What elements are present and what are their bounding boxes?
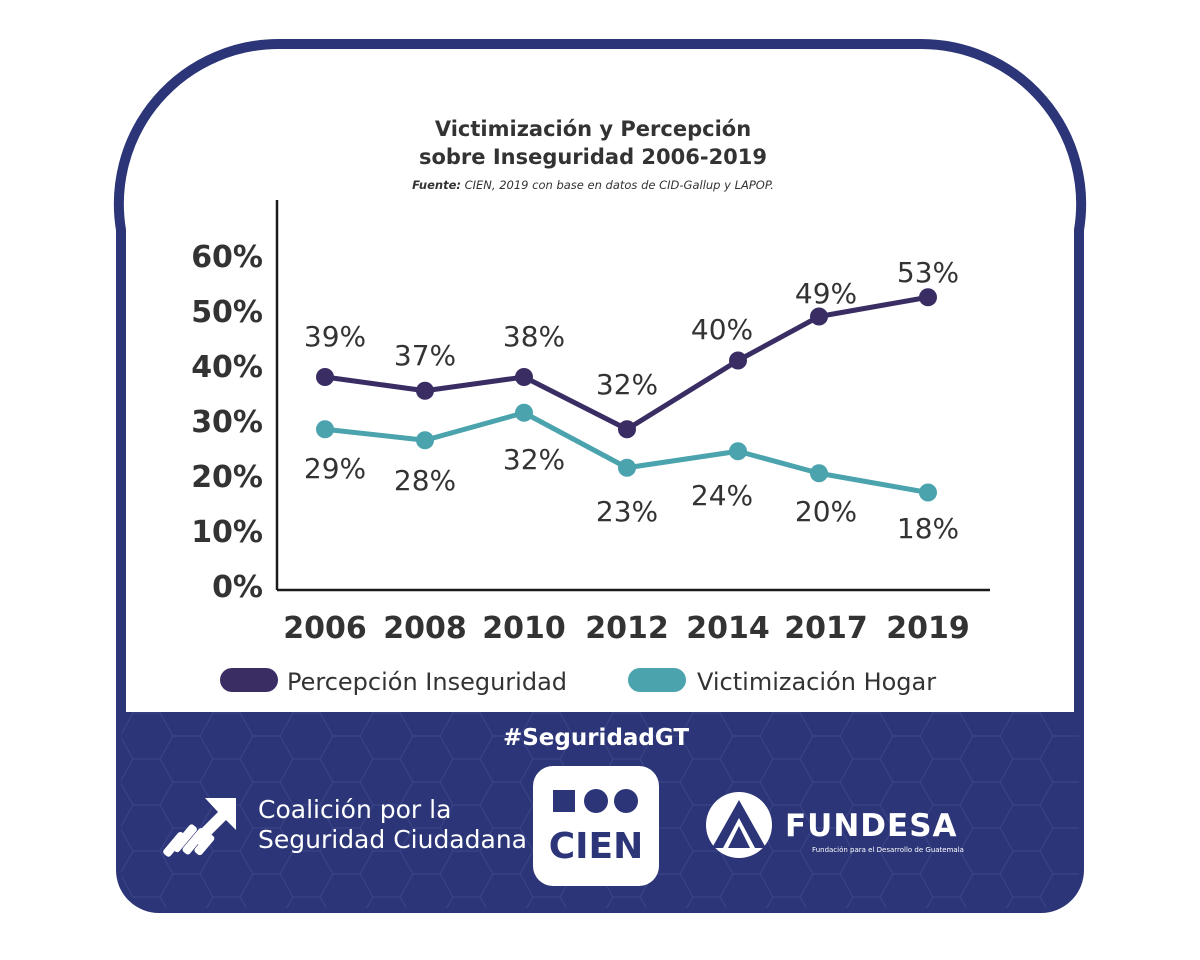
coalicion-logo: Coalición por la Seguridad Ciudadana	[163, 795, 527, 857]
data-label-percepcion: 49%	[795, 277, 857, 310]
data-label-victimizacion: 32%	[503, 443, 565, 476]
fundesa-tagline: Fundación para el Desarrollo de Guatemal…	[812, 846, 964, 854]
y-tick-label: 20%	[191, 460, 263, 495]
data-label-victimizacion: 18%	[897, 512, 959, 545]
fundesa-name: FUNDESA	[785, 808, 958, 844]
data-label-victimizacion: 20%	[795, 495, 857, 528]
y-tick-label: 0%	[212, 570, 263, 605]
data-label-victimizacion: 24%	[691, 479, 753, 512]
data-point-victimizacion	[416, 431, 434, 450]
data-point-percepcion	[416, 381, 434, 400]
data-point-percepcion	[618, 420, 636, 439]
coalicion-name-line1: Coalición por la	[258, 795, 451, 824]
data-point-percepcion	[919, 288, 937, 307]
data-point-victimizacion	[729, 442, 747, 461]
data-label-percepcion: 32%	[596, 368, 658, 401]
x-tick-label: 2006	[283, 611, 367, 646]
hashtag: #SeguridadGT	[503, 725, 689, 751]
legend-swatch-victimizacion	[628, 668, 686, 692]
x-tick-label: 2017	[784, 611, 868, 646]
legend-label-victimizacion: Victimización Hogar	[697, 668, 936, 696]
cien-logo: CIEN	[533, 766, 659, 886]
line-chart: 0% 10% 20% 30% 40% 50% 60% 2006 2008 2010 2012 2014…	[191, 200, 990, 646]
y-tick-label: 40%	[191, 350, 263, 385]
x-tick-label: 2008	[383, 611, 467, 646]
x-tick-label: 2010	[482, 611, 566, 646]
fundesa-logo: FUNDESA Fundación para el Desarrollo de …	[706, 792, 964, 858]
y-tick-label: 30%	[191, 405, 263, 440]
data-point-percepcion	[515, 368, 533, 386]
data-label-percepcion: 40%	[691, 313, 753, 346]
data-label-percepcion: 38%	[503, 320, 565, 353]
chart-title-line2: sobre Inseguridad 2006-2019	[419, 145, 767, 169]
data-label-percepcion: 53%	[897, 256, 959, 289]
chart-title-line1: Victimización y Percepción	[435, 117, 751, 141]
cien-logo-text: CIEN	[549, 826, 644, 867]
source-label: Fuente:	[412, 178, 461, 192]
x-tick-label: 2012	[585, 611, 669, 646]
data-point-percepcion	[810, 307, 828, 326]
chart-source: Fuente: CIEN, 2019 con base en datos de …	[412, 178, 774, 192]
data-label-percepcion: 39%	[304, 320, 366, 353]
data-point-percepcion	[316, 368, 334, 386]
data-label-victimizacion: 23%	[596, 495, 658, 528]
data-label-percepcion: 37%	[394, 339, 456, 372]
legend-label-percepcion: Percepción Inseguridad	[287, 668, 567, 696]
y-tick-label: 10%	[191, 515, 263, 550]
data-point-victimizacion	[810, 464, 828, 483]
footer-content: #SeguridadGT Coalición por la Seguridad …	[163, 725, 964, 886]
x-tick-label: 2014	[686, 611, 770, 646]
data-point-percepcion	[729, 351, 747, 370]
y-tick-label: 50%	[191, 295, 263, 330]
x-tick-label: 2019	[886, 611, 970, 646]
data-point-victimizacion	[919, 483, 937, 502]
chart-header: Victimización y Percepción sobre Insegur…	[412, 117, 774, 192]
y-tick-label: 60%	[191, 240, 263, 275]
data-point-victimizacion	[618, 458, 636, 477]
coalicion-name-line2: Seguridad Ciudadana	[258, 825, 527, 854]
data-point-victimizacion	[316, 420, 334, 439]
data-label-victimizacion: 28%	[394, 464, 456, 497]
chart-legend: Percepción Inseguridad Victimización Hog…	[220, 668, 936, 696]
data-label-victimizacion: 29%	[304, 452, 366, 485]
legend-swatch-percepcion	[220, 668, 278, 692]
data-point-victimizacion	[515, 403, 533, 422]
source-text: CIEN, 2019 con base en datos de CID-Gall…	[461, 178, 774, 192]
hands-icon	[163, 798, 236, 857]
